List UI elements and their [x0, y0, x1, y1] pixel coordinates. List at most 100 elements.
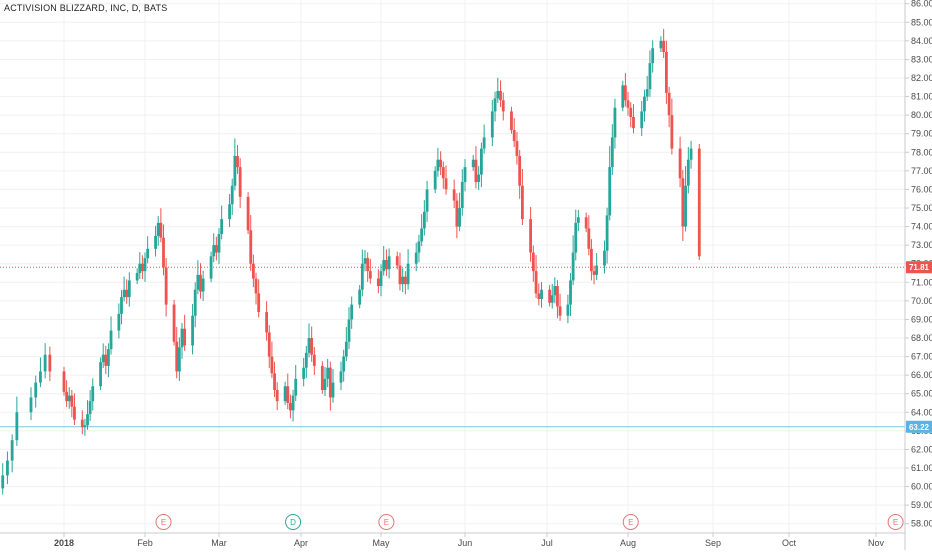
candle[interactable] — [302, 357, 306, 387]
candle[interactable] — [569, 273, 572, 316]
candle[interactable] — [537, 283, 541, 306]
candle[interactable] — [275, 382, 279, 411]
candle[interactable] — [645, 75, 649, 101]
earnings-marker[interactable]: E — [155, 514, 172, 530]
candle[interactable] — [99, 357, 102, 391]
candle[interactable] — [444, 165, 448, 195]
candle[interactable] — [460, 169, 464, 216]
candle[interactable] — [34, 375, 38, 408]
candle[interactable] — [358, 285, 362, 309]
candle[interactable] — [199, 263, 202, 299]
candle[interactable] — [395, 251, 399, 270]
candle[interactable] — [104, 345, 108, 375]
candle[interactable] — [686, 146, 690, 194]
candle[interactable] — [154, 225, 157, 257]
candle[interactable] — [135, 268, 139, 285]
candle[interactable] — [273, 361, 276, 398]
candle[interactable] — [342, 349, 346, 382]
candle[interactable] — [304, 345, 308, 378]
candle[interactable] — [667, 86, 671, 128]
candle[interactable] — [493, 91, 497, 122]
candle[interactable] — [117, 303, 121, 339]
candle[interactable] — [531, 245, 535, 282]
candle[interactable] — [659, 36, 663, 52]
candle[interactable] — [209, 251, 213, 283]
candle[interactable] — [550, 283, 554, 309]
candle[interactable] — [471, 155, 475, 171]
candle[interactable] — [684, 166, 687, 232]
candle[interactable] — [283, 381, 287, 405]
candle[interactable] — [477, 166, 481, 190]
candle[interactable] — [403, 271, 407, 295]
candle[interactable] — [29, 387, 33, 421]
candle[interactable] — [626, 91, 630, 116]
candle[interactable] — [534, 255, 538, 299]
candle[interactable] — [406, 249, 410, 290]
candle[interactable] — [196, 260, 200, 295]
candle[interactable] — [566, 294, 570, 324]
candle[interactable] — [347, 307, 351, 350]
candle[interactable] — [127, 272, 131, 307]
candle[interactable] — [455, 193, 459, 239]
candle[interactable] — [417, 234, 421, 263]
candle[interactable] — [172, 299, 176, 346]
candle[interactable] — [379, 264, 383, 297]
candle[interactable] — [518, 149, 522, 199]
candle[interactable] — [339, 361, 343, 391]
candle[interactable] — [220, 205, 224, 240]
candle[interactable] — [592, 265, 596, 285]
candle[interactable] — [439, 151, 443, 176]
candle[interactable] — [39, 357, 42, 388]
candle[interactable] — [553, 277, 557, 304]
candle[interactable] — [590, 239, 593, 281]
candle[interactable] — [143, 252, 147, 282]
candle[interactable] — [125, 279, 129, 304]
candle[interactable] — [328, 361, 332, 411]
candle[interactable] — [556, 280, 559, 319]
candle[interactable] — [587, 215, 591, 256]
candle[interactable] — [48, 346, 52, 382]
candle[interactable] — [623, 72, 627, 107]
candle[interactable] — [480, 142, 483, 188]
candle[interactable] — [382, 246, 386, 276]
candle[interactable] — [265, 301, 269, 341]
candle[interactable] — [433, 166, 437, 194]
candle[interactable] — [613, 98, 617, 149]
candle[interactable] — [603, 240, 606, 274]
candle[interactable] — [648, 50, 652, 97]
candle[interactable] — [88, 390, 92, 421]
candle[interactable] — [201, 270, 205, 301]
candle[interactable] — [310, 326, 314, 362]
earnings-marker[interactable]: E — [378, 514, 395, 530]
candle[interactable] — [177, 337, 181, 381]
candle[interactable] — [107, 343, 110, 378]
candles[interactable] — [0, 28, 701, 501]
candle[interactable] — [689, 140, 693, 169]
candle[interactable] — [249, 215, 253, 271]
candle[interactable] — [140, 255, 144, 280]
candle[interactable] — [236, 145, 239, 174]
candle[interactable] — [608, 146, 612, 221]
candle[interactable] — [238, 158, 242, 208]
candle[interactable] — [376, 269, 380, 294]
candle[interactable] — [120, 290, 123, 325]
candle[interactable] — [387, 248, 391, 279]
candle[interactable] — [501, 92, 505, 121]
candle[interactable] — [540, 282, 543, 308]
candle[interactable] — [175, 327, 179, 379]
candle[interactable] — [43, 343, 47, 379]
candle[interactable] — [436, 147, 440, 177]
candle[interactable] — [183, 314, 187, 351]
candle[interactable] — [350, 296, 354, 329]
candle[interactable] — [138, 252, 142, 279]
candle[interactable] — [621, 80, 625, 112]
candle[interactable] — [499, 80, 502, 107]
candle[interactable] — [294, 364, 298, 401]
candle[interactable] — [228, 194, 231, 227]
candle[interactable] — [67, 387, 71, 409]
candle[interactable] — [360, 249, 364, 297]
candle[interactable] — [558, 293, 562, 321]
candle[interactable] — [662, 28, 666, 58]
candle[interactable] — [678, 136, 682, 188]
candle[interactable] — [109, 316, 113, 355]
